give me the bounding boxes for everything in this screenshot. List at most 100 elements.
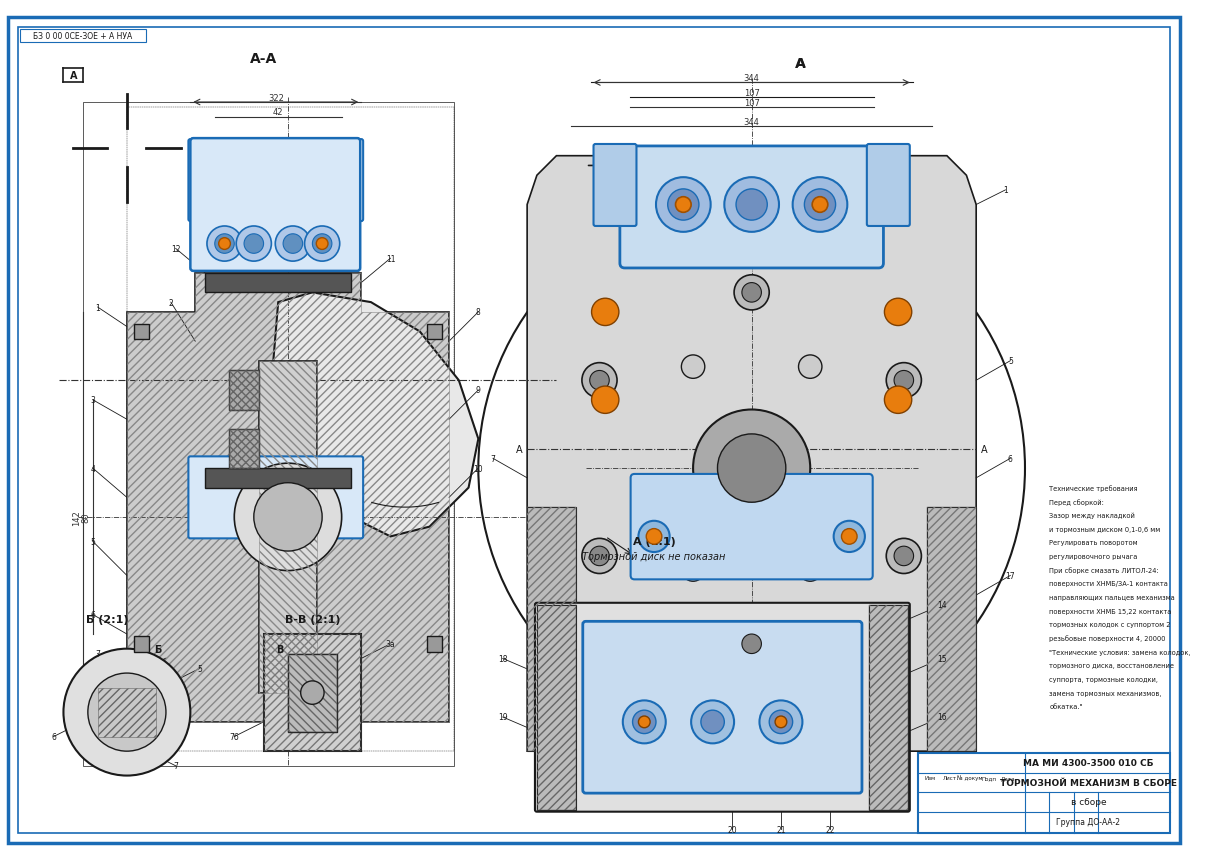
Circle shape [804,189,836,221]
FancyBboxPatch shape [189,140,363,222]
FancyBboxPatch shape [535,603,910,812]
FancyBboxPatch shape [189,457,363,539]
Bar [83,102,454,766]
Text: 7: 7 [173,761,178,771]
Circle shape [724,178,779,232]
Circle shape [63,649,190,776]
Circle shape [742,283,762,303]
Circle shape [841,529,857,544]
Text: "Технические условия: замена колодок,: "Технические условия: замена колодок, [1049,649,1190,655]
Text: тормозного диска, восстановление: тормозного диска, восстановление [1049,662,1174,668]
Circle shape [235,464,342,571]
Text: 8: 8 [476,308,481,317]
Circle shape [245,234,264,254]
Text: МА МИ 4300-3500 010 СБ: МА МИ 4300-3500 010 СБ [1023,759,1154,767]
Circle shape [812,197,828,213]
Circle shape [639,716,650,728]
Circle shape [284,234,303,254]
Text: № докум: № докум [957,775,982,780]
Text: 3: 3 [90,396,95,405]
Text: 42: 42 [273,108,284,117]
Bar [264,635,361,752]
Text: 6: 6 [51,732,56,741]
Text: А: А [981,444,988,454]
Bar [537,605,576,810]
FancyBboxPatch shape [583,622,862,793]
Text: 21: 21 [776,825,786,833]
Text: А: А [516,444,522,454]
Text: Группа ДО-АА-2: Группа ДО-АА-2 [1056,817,1121,826]
Circle shape [582,363,617,399]
Bar [288,653,337,732]
Polygon shape [274,293,478,536]
Text: обкатка.": обкатка." [1049,703,1083,709]
Text: БЗ 0 00 0СЕ-ЗОЕ + А НУА: БЗ 0 00 0СЕ-ЗОЕ + А НУА [33,32,133,41]
Circle shape [304,226,340,262]
Circle shape [219,238,230,250]
Text: поверхности ХНМБ 15,22 контакта: поверхности ХНМБ 15,22 контакта [1049,608,1172,614]
Circle shape [254,483,323,551]
Bar [918,753,1171,833]
Text: суппорта, тормозные колодки,: суппорта, тормозные колодки, [1049,676,1159,682]
Circle shape [207,226,242,262]
Circle shape [236,226,271,262]
Text: 3а: 3а [386,640,396,648]
Bar [537,605,576,810]
Circle shape [894,371,914,391]
Bar [288,653,337,732]
Bar [229,430,259,468]
Text: 5: 5 [197,664,202,673]
Circle shape [313,234,332,254]
Bar [527,507,576,752]
Bar [259,362,318,693]
Circle shape [691,701,734,744]
Text: ТОРМОЗНОЙ МЕХАНИЗМ В СБОРЕ: ТОРМОЗНОЙ МЕХАНИЗМ В СБОРЕ [1000,778,1177,787]
Circle shape [316,238,329,250]
Bar [527,507,576,752]
Circle shape [885,387,912,414]
FancyBboxPatch shape [190,139,360,271]
Text: 6: 6 [90,610,95,619]
Circle shape [591,299,619,326]
Text: Технические требования: Технические требования [1049,485,1138,492]
Circle shape [590,371,610,391]
Text: 107: 107 [744,89,759,97]
Circle shape [682,558,705,581]
Circle shape [623,701,666,744]
Circle shape [742,635,762,653]
Bar [869,605,908,810]
Text: 6: 6 [1008,455,1013,463]
Text: 7: 7 [95,649,100,659]
Circle shape [656,178,711,232]
Text: Зазор между накладкой: Зазор между накладкой [1049,512,1135,518]
Circle shape [759,701,802,744]
Text: Тормозной диск не показан: Тормозной диск не показан [583,551,725,561]
Text: 142: 142 [72,510,80,525]
Text: А: А [796,58,806,71]
Circle shape [734,276,769,311]
Circle shape [718,435,786,503]
FancyBboxPatch shape [594,145,636,226]
Text: Дата: Дата [1002,775,1016,780]
Text: 15: 15 [937,654,947,663]
Bar [869,605,908,810]
Text: 344: 344 [744,118,759,127]
Text: Б: Б [155,644,162,653]
Text: замена тормозных механизмов,: замена тормозных механизмов, [1049,690,1162,696]
Text: Регулировать поворотом: Регулировать поворотом [1049,540,1138,546]
Circle shape [301,681,324,704]
FancyBboxPatch shape [867,145,910,226]
Text: В-В (2:1): В-В (2:1) [285,615,340,624]
Circle shape [894,547,914,566]
Text: 7б: 7б [230,732,239,741]
Text: 107: 107 [744,98,759,108]
Bar [264,635,361,752]
Text: 10: 10 [473,464,483,473]
Circle shape [734,627,769,661]
Text: Перед сборкой:: Перед сборкой: [1049,499,1104,505]
Text: 1: 1 [95,303,100,313]
Text: в сборе: в сборе [1071,797,1106,807]
Polygon shape [127,274,449,722]
Text: 17: 17 [1005,572,1015,580]
Text: Б (2:1): Б (2:1) [86,615,129,624]
